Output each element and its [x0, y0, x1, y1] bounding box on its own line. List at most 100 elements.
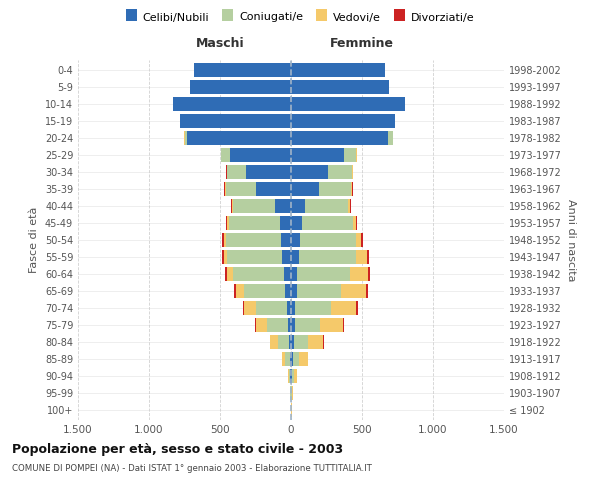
Bar	[245, 165, 291, 179]
Bar	[180, 114, 291, 128]
Bar	[296, 284, 341, 298]
Text: COMUNE DI POMPEI (NA) - Dati ISTAT 1° gennaio 2003 - Elaborazione TUTTITALIA.IT: COMUNE DI POMPEI (NA) - Dati ISTAT 1° ge…	[12, 464, 372, 473]
Bar	[305, 199, 348, 213]
Bar	[222, 233, 224, 247]
Bar	[232, 199, 233, 213]
Bar	[291, 284, 296, 298]
Bar	[275, 199, 291, 213]
Bar	[356, 233, 361, 247]
Bar	[302, 216, 353, 230]
Bar	[291, 131, 388, 145]
Bar	[227, 216, 229, 230]
Bar	[291, 199, 305, 213]
Bar	[224, 233, 226, 247]
Bar	[281, 233, 291, 247]
Bar	[291, 233, 300, 247]
Text: Popolazione per età, sesso e stato civile - 2003: Popolazione per età, sesso e stato civil…	[12, 442, 343, 456]
Bar	[243, 301, 244, 315]
Bar	[291, 97, 404, 111]
Bar	[286, 352, 290, 366]
Bar	[300, 233, 356, 247]
Bar	[295, 318, 320, 332]
Bar	[234, 284, 236, 298]
Bar	[278, 335, 289, 349]
Y-axis label: Fasce di età: Fasce di età	[29, 207, 39, 273]
Bar	[291, 114, 395, 128]
Bar	[173, 97, 291, 111]
Bar	[295, 301, 331, 315]
Bar	[331, 301, 356, 315]
Bar	[221, 148, 230, 162]
Bar	[294, 369, 297, 383]
Bar	[230, 148, 291, 162]
Bar	[308, 335, 323, 349]
Bar	[233, 199, 275, 213]
Text: Femmine: Femmine	[330, 37, 394, 50]
Bar	[224, 250, 227, 264]
Bar	[319, 182, 350, 196]
Bar	[271, 335, 278, 349]
Bar	[341, 284, 366, 298]
Bar	[288, 318, 291, 332]
Bar	[289, 369, 290, 383]
Bar	[353, 216, 356, 230]
Bar	[348, 199, 350, 213]
Bar	[291, 335, 293, 349]
Bar	[291, 369, 292, 383]
Bar	[224, 182, 225, 196]
Bar	[227, 165, 245, 179]
Bar	[233, 267, 284, 281]
Bar	[190, 80, 291, 94]
Bar	[291, 182, 319, 196]
Bar	[298, 267, 350, 281]
Bar	[226, 182, 256, 196]
Bar	[291, 216, 302, 230]
Bar	[283, 250, 291, 264]
Bar	[291, 301, 295, 315]
Bar	[291, 267, 298, 281]
Bar	[187, 131, 291, 145]
Bar	[361, 233, 363, 247]
Bar	[284, 267, 291, 281]
Bar	[226, 216, 227, 230]
Bar	[291, 63, 385, 77]
Bar	[226, 233, 281, 247]
Bar	[221, 250, 224, 264]
Bar	[289, 335, 291, 349]
Bar	[291, 80, 389, 94]
Bar	[231, 199, 232, 213]
Bar	[299, 352, 308, 366]
Bar	[255, 318, 256, 332]
Bar	[226, 267, 227, 281]
Bar	[227, 267, 233, 281]
Bar	[293, 335, 308, 349]
Bar	[291, 148, 344, 162]
Bar	[291, 165, 328, 179]
Bar	[293, 352, 299, 366]
Bar	[344, 148, 356, 162]
Bar	[299, 250, 356, 264]
Bar	[283, 352, 286, 366]
Bar	[290, 352, 291, 366]
Bar	[256, 318, 267, 332]
Bar	[179, 114, 180, 128]
Bar	[356, 216, 358, 230]
Bar	[286, 284, 291, 298]
Bar	[292, 386, 293, 400]
Bar	[366, 284, 368, 298]
Bar	[290, 369, 291, 383]
Bar	[356, 301, 358, 315]
Bar	[350, 267, 368, 281]
Bar	[280, 216, 291, 230]
Bar	[291, 250, 299, 264]
Bar	[350, 182, 352, 196]
Bar	[267, 318, 288, 332]
Bar	[229, 216, 280, 230]
Bar	[287, 301, 291, 315]
Bar	[291, 318, 295, 332]
Bar	[291, 352, 293, 366]
Y-axis label: Anni di nascita: Anni di nascita	[566, 198, 575, 281]
Bar	[244, 284, 286, 298]
Text: Maschi: Maschi	[196, 37, 244, 50]
Bar	[367, 250, 369, 264]
